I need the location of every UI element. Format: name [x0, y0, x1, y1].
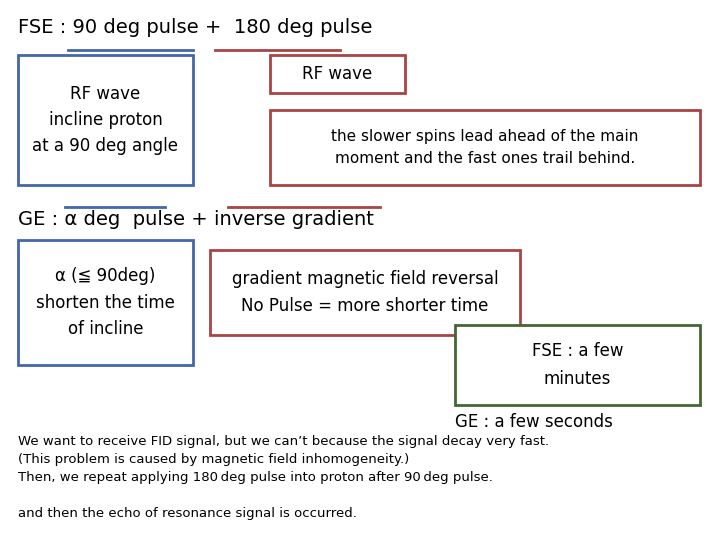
Text: FSE : a few
minutes: FSE : a few minutes: [532, 342, 624, 388]
Bar: [270, 55, 405, 93]
Text: α (≦ 90deg)
shorten the time
of incline: α (≦ 90deg) shorten the time of incline: [36, 267, 175, 338]
Bar: [18, 240, 193, 365]
Bar: [455, 325, 700, 405]
Text: the slower spins lead ahead of the main
moment and the fast ones trail behind.: the slower spins lead ahead of the main …: [331, 129, 639, 166]
Text: We want to receive FID signal, but we can’t because the signal decay very fast.: We want to receive FID signal, but we ca…: [18, 435, 549, 448]
Bar: [18, 55, 193, 185]
Text: Then, we repeat applying 180 deg pulse into proton after 90 deg pulse.: Then, we repeat applying 180 deg pulse i…: [18, 471, 493, 484]
Text: RF wave
incline proton
at a 90 deg angle: RF wave incline proton at a 90 deg angle: [32, 85, 179, 156]
Text: RF wave: RF wave: [302, 65, 373, 83]
Text: FSE : 90 deg pulse +  180 deg pulse: FSE : 90 deg pulse + 180 deg pulse: [18, 18, 372, 37]
Text: and then the echo of resonance signal is occurred.: and then the echo of resonance signal is…: [18, 507, 357, 520]
Text: (This problem is caused by magnetic field inhomogeneity.): (This problem is caused by magnetic fiel…: [18, 453, 409, 466]
Bar: [210, 250, 520, 335]
Text: GE : α deg  pulse + inverse gradient: GE : α deg pulse + inverse gradient: [18, 210, 374, 229]
Text: GE : a few seconds: GE : a few seconds: [455, 413, 613, 431]
Bar: [270, 110, 700, 185]
Text: gradient magnetic field reversal
No Pulse = more shorter time: gradient magnetic field reversal No Puls…: [232, 271, 498, 315]
